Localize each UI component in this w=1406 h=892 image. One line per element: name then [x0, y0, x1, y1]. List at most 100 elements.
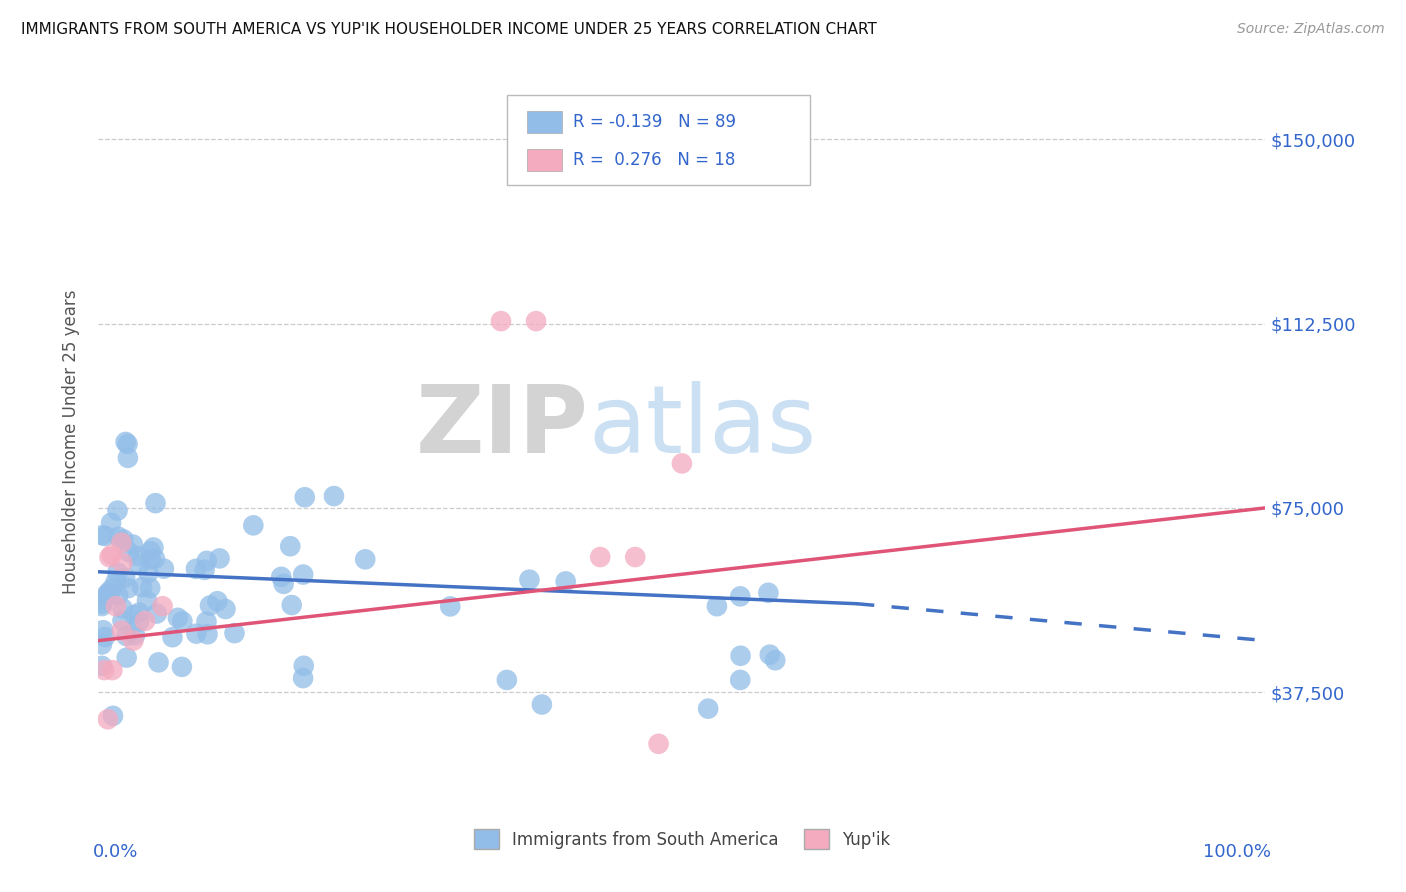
Point	[270, 570, 292, 584]
Point	[139, 544, 162, 558]
Text: ZIP: ZIP	[416, 381, 589, 473]
Text: IMMIGRANTS FROM SOUTH AMERICA VS YUP'IK HOUSEHOLDER INCOME UNDER 25 YEARS CORREL: IMMIGRANTS FROM SOUTH AMERICA VS YUP'IK …	[21, 22, 877, 37]
Point	[166, 611, 188, 625]
Point	[145, 496, 167, 510]
Point	[96, 588, 118, 602]
FancyBboxPatch shape	[527, 112, 562, 133]
Point	[101, 582, 124, 596]
Point	[94, 630, 117, 644]
Point	[90, 637, 112, 651]
Text: 100.0%: 100.0%	[1204, 843, 1271, 861]
Point	[139, 581, 162, 595]
Point	[117, 581, 139, 595]
Point	[107, 588, 129, 602]
Point	[139, 552, 162, 566]
Point	[115, 629, 138, 643]
Text: R =  0.276   N = 18: R = 0.276 N = 18	[574, 151, 735, 169]
Point	[131, 580, 153, 594]
Point	[758, 648, 780, 662]
Point	[115, 650, 138, 665]
Point	[554, 574, 576, 589]
Point	[90, 599, 112, 614]
Point	[152, 599, 174, 614]
Point	[730, 590, 752, 604]
Point	[519, 573, 541, 587]
Point	[589, 549, 612, 564]
Point	[98, 550, 121, 565]
Point	[354, 552, 377, 566]
Text: Source: ZipAtlas.com: Source: ZipAtlas.com	[1237, 22, 1385, 37]
Point	[145, 607, 167, 621]
Point	[697, 701, 720, 715]
Point	[90, 659, 112, 673]
Point	[292, 567, 315, 582]
Text: atlas: atlas	[589, 381, 817, 473]
Point	[111, 601, 134, 615]
Point	[524, 314, 547, 328]
Point	[208, 551, 231, 566]
Point	[194, 563, 217, 577]
Point	[104, 599, 127, 614]
Point	[136, 593, 159, 607]
Point	[184, 562, 207, 576]
Point	[112, 533, 135, 547]
Point	[730, 648, 752, 663]
Point	[128, 606, 150, 620]
Point	[128, 558, 150, 572]
Point	[122, 608, 145, 623]
Point	[143, 551, 166, 566]
Point	[148, 656, 170, 670]
Point	[323, 489, 346, 503]
Point	[110, 535, 132, 549]
Point	[292, 671, 315, 685]
Point	[94, 529, 117, 543]
Point	[186, 626, 208, 640]
Point	[127, 549, 149, 563]
Text: R = -0.139   N = 89: R = -0.139 N = 89	[574, 113, 737, 131]
Point	[124, 628, 146, 642]
Point	[118, 545, 141, 559]
Point	[117, 450, 139, 465]
Y-axis label: Householder Income Under 25 years: Householder Income Under 25 years	[62, 289, 80, 594]
Point	[170, 660, 193, 674]
Point	[198, 599, 221, 613]
Point	[214, 602, 236, 616]
Point	[107, 566, 129, 580]
Point	[122, 537, 145, 551]
Point	[162, 630, 184, 644]
Point	[671, 457, 693, 471]
Point	[111, 624, 134, 638]
Point	[91, 624, 114, 638]
Point	[117, 437, 139, 451]
Point	[107, 530, 129, 544]
Point	[101, 709, 124, 723]
Point	[93, 663, 115, 677]
Point	[706, 599, 728, 614]
Point	[292, 658, 315, 673]
Point	[280, 598, 302, 612]
Point	[97, 712, 120, 726]
Point	[172, 615, 194, 629]
Point	[153, 561, 176, 575]
Point	[111, 556, 134, 570]
Point	[496, 673, 519, 687]
Point	[114, 434, 136, 449]
Point	[101, 663, 124, 677]
Point	[197, 627, 219, 641]
Point	[278, 539, 301, 553]
Point	[128, 615, 150, 629]
FancyBboxPatch shape	[508, 95, 810, 185]
Point	[122, 633, 145, 648]
Legend: Immigrants from South America, Yup'ik: Immigrants from South America, Yup'ik	[467, 822, 897, 856]
Point	[114, 571, 136, 585]
Point	[530, 698, 553, 712]
Point	[242, 518, 264, 533]
Point	[97, 585, 120, 599]
Point	[756, 586, 779, 600]
Point	[90, 597, 112, 611]
Point	[224, 626, 246, 640]
Point	[90, 528, 112, 542]
Point	[489, 314, 512, 328]
Point	[100, 548, 122, 562]
Point	[439, 599, 461, 614]
